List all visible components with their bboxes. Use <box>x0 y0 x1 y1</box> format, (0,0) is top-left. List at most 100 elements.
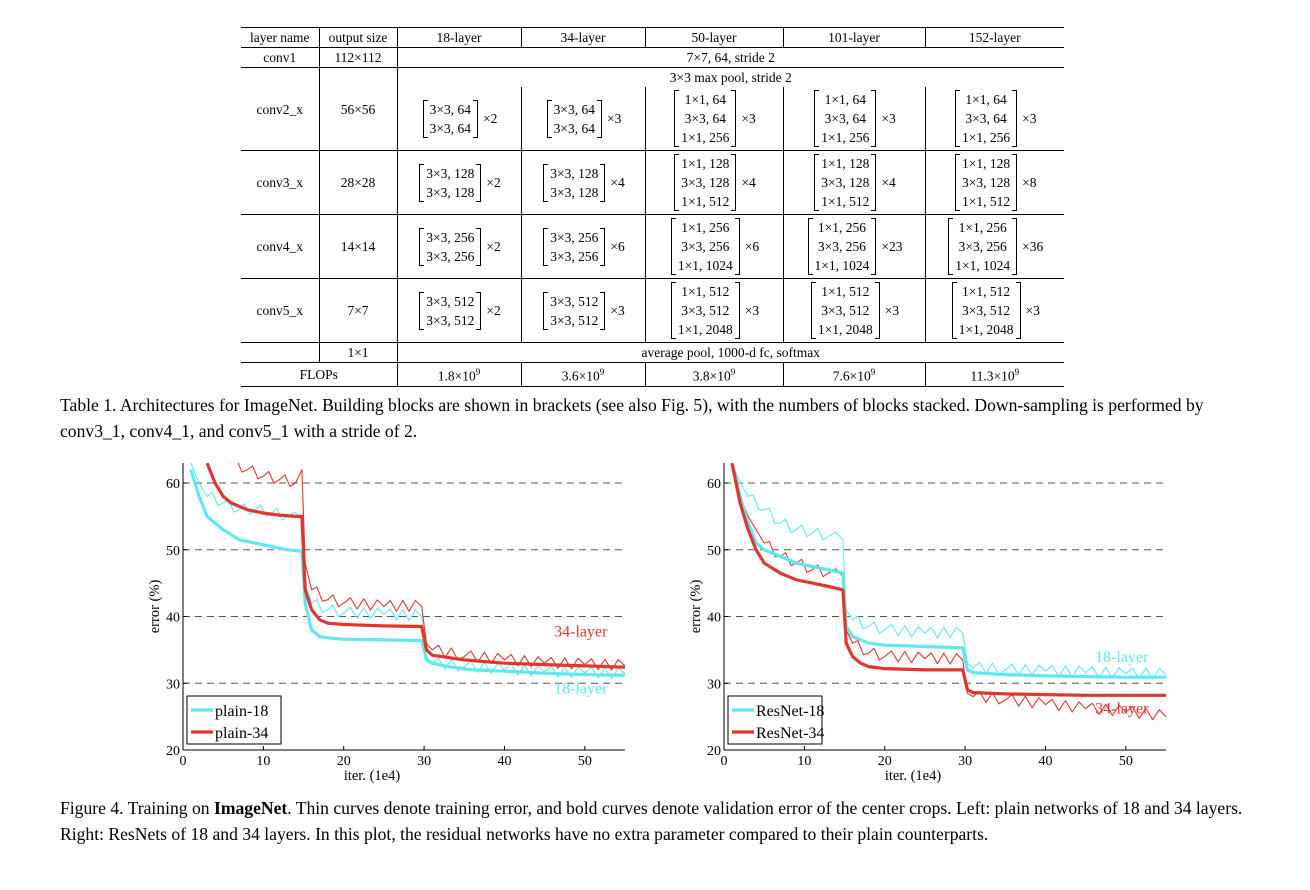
series-line-cyan-thin <box>190 463 625 679</box>
repeat-count: ×23 <box>881 239 903 254</box>
series-line-cyan-bold <box>189 469 625 677</box>
series-line-cyan-bold <box>730 463 1166 679</box>
matrix-line: 3×3, 128 <box>962 175 1011 190</box>
matrix-line: 3×3, 256 <box>550 248 599 264</box>
flops-exponent: 9 <box>870 367 876 377</box>
flops-value-cell: 11.3×109 <box>925 363 1064 387</box>
layer-name-cell: conv2_x <box>241 67 320 151</box>
y-tick-label: 40 <box>166 611 180 626</box>
matrix-line: 3×3, 64 <box>553 120 595 136</box>
matrix-line: 3×3, 64 <box>553 101 595 117</box>
matrix-line: 3×3, 256 <box>958 239 1007 254</box>
y-tick-label: 30 <box>166 677 180 692</box>
bracket-matrix: 1×1, 128 3×3, 128 1×1, 512 <box>812 153 878 212</box>
block-cell: 3×3, 512 3×3, 512 ×2 <box>397 278 522 343</box>
block-spec: 1×1, 512 3×3, 512 1×1, 2048 ×3 <box>809 281 899 340</box>
repeat-count: ×3 <box>884 303 900 318</box>
series-line-red-thin <box>731 463 1166 721</box>
block-cell: 1×1, 512 3×3, 512 1×1, 2048 ×3 <box>783 278 926 343</box>
block-spec: 1×1, 64 3×3, 64 1×1, 256 ×3 <box>812 89 896 148</box>
y-tick-label: 50 <box>166 544 180 559</box>
block-spec: 3×3, 512 3×3, 512 ×2 <box>417 291 501 331</box>
header-cell: layer name <box>241 27 320 48</box>
bracket-matrix: 1×1, 256 3×3, 256 1×1, 1024 <box>946 217 1019 276</box>
figure-caption-prefix: Figure 4. Training on <box>60 798 214 818</box>
block-spec: 1×1, 512 3×3, 512 1×1, 2048 ×3 <box>950 281 1040 340</box>
repeat-count: ×4 <box>881 175 896 190</box>
matrix-line: 3×3, 128 <box>681 175 730 190</box>
table-row-conv4_x: conv4_x 14×14 3×3, 256 3×3, 256 ×2 3×3, 256 3×… <box>241 214 1064 279</box>
block-cell: 1×1, 256 3×3, 256 1×1, 1024 ×36 <box>925 215 1064 279</box>
x-tick-label: 30 <box>958 754 972 769</box>
matrix-line: 1×1, 64 <box>965 92 1007 107</box>
repeat-count: ×8 <box>1022 175 1037 190</box>
matrix-line: 1×1, 512 <box>821 194 870 209</box>
bracket-matrix: 1×1, 256 3×3, 256 1×1, 1024 <box>806 217 879 276</box>
bracket-matrix: 3×3, 64 3×3, 64 <box>545 99 604 139</box>
resnet-chart: 0 10 20 30 40 50 20 30 40 50 60 iter. (1e4) error (%… <box>688 463 1166 784</box>
block-spec: 3×3, 64 3×3, 64 ×2 <box>421 99 498 139</box>
matrix-line: 1×1, 2048 <box>958 322 1014 337</box>
matrix-line: 3×3, 512 <box>681 303 730 318</box>
series-line-red-bold <box>730 463 1166 697</box>
block-spec: 3×3, 256 3×3, 256 ×2 <box>417 227 501 267</box>
block-spec: 1×1, 128 3×3, 128 1×1, 512 ×8 <box>953 153 1037 212</box>
block-cell: 3×3, 64 3×3, 64 ×2 <box>397 87 522 151</box>
header-cell: output size <box>319 27 398 48</box>
repeat-count: ×4 <box>610 175 625 190</box>
repeat-count: ×4 <box>741 175 756 190</box>
matrix-line: 3×3, 512 <box>821 303 870 318</box>
figure-caption-bold: ImageNet <box>213 798 288 818</box>
series-line-cyan-thin <box>731 463 1166 680</box>
bracket-matrix: 1×1, 512 3×3, 512 1×1, 2048 <box>950 281 1023 340</box>
final-spec-cell: average pool, 1000-d fc, softmax <box>641 345 820 360</box>
matrix-line: 1×1, 128 <box>681 156 730 171</box>
output-size-cell: 14×14 <box>319 214 398 279</box>
x-tick-label: 40 <box>1038 754 1052 769</box>
matrix-line: 3×3, 128 <box>426 165 475 181</box>
header-cell: 152-layer <box>968 30 1021 45</box>
block-spec: 1×1, 256 3×3, 256 1×1, 1024 ×6 <box>669 217 759 276</box>
bracket-matrix: 3×3, 512 3×3, 512 <box>541 291 607 331</box>
layer-name-cell: conv1 <box>241 47 320 68</box>
block-cell: 3×3, 64 3×3, 64 ×3 <box>521 87 646 151</box>
repeat-count: ×3 <box>1022 111 1037 126</box>
x-tick-label: 10 <box>256 754 270 769</box>
figure-caption: Figure 4. Training on ImageNet. Thin cur… <box>60 795 1255 847</box>
table-row-flops: FLOPs 1.8×109 3.6×109 3.8×109 7.6×109 11.3×10… <box>241 362 1064 387</box>
matrix-line: 3×3, 256 <box>550 229 599 245</box>
y-tick-label: 60 <box>707 477 721 492</box>
matrix-line: 1×1, 512 <box>821 284 870 299</box>
repeat-count: ×2 <box>486 175 501 190</box>
matrix-line: 1×1, 512 <box>681 194 730 209</box>
legend-label: ResNet-18 <box>756 703 824 720</box>
x-axis-label: iter. (1e4) <box>344 768 401 784</box>
bracket-matrix: 1×1, 256 3×3, 256 1×1, 1024 <box>669 217 742 276</box>
flops-base: 1.8×10 <box>437 368 476 384</box>
flops-value-cell: 3.8×109 <box>645 362 784 386</box>
block-spec: 1×1, 64 3×3, 64 1×1, 256 ×3 <box>953 89 1037 148</box>
spec-cell: 7×7, 64, stride 2 <box>686 50 775 65</box>
flops-base: 3.8×10 <box>692 368 731 384</box>
block-spec: 1×1, 256 3×3, 256 1×1, 1024 ×23 <box>806 217 903 276</box>
matrix-line: 3×3, 64 <box>429 120 471 136</box>
repeat-count: ×2 <box>483 111 498 126</box>
matrix-line: 3×3, 256 <box>426 248 475 264</box>
matrix-line: 3×3, 512 <box>426 312 475 328</box>
matrix-line: 1×1, 128 <box>962 156 1011 171</box>
x-tick-label: 50 <box>578 754 592 769</box>
matrix-line: 3×3, 512 <box>962 303 1011 318</box>
matrix-line: 1×1, 1024 <box>814 258 870 273</box>
bracket-matrix: 1×1, 512 3×3, 512 1×1, 2048 <box>809 281 882 340</box>
block-cell: 1×1, 64 3×3, 64 1×1, 256 ×3 <box>645 87 784 151</box>
x-tick-label: 10 <box>797 754 811 769</box>
block-spec: 1×1, 64 3×3, 64 1×1, 256 ×3 <box>672 89 756 148</box>
y-axis-label: error (%) <box>147 580 163 634</box>
layer-name-cell: conv4_x <box>241 214 320 279</box>
matrix-line: 3×3, 64 <box>429 101 471 117</box>
block-cell: 3×3, 256 3×3, 256 ×6 <box>521 214 646 279</box>
matrix-line: 3×3, 64 <box>824 111 866 126</box>
repeat-count: ×36 <box>1022 239 1044 254</box>
matrix-line: 1×1, 256 <box>821 130 870 145</box>
repeat-count: ×3 <box>741 111 756 126</box>
